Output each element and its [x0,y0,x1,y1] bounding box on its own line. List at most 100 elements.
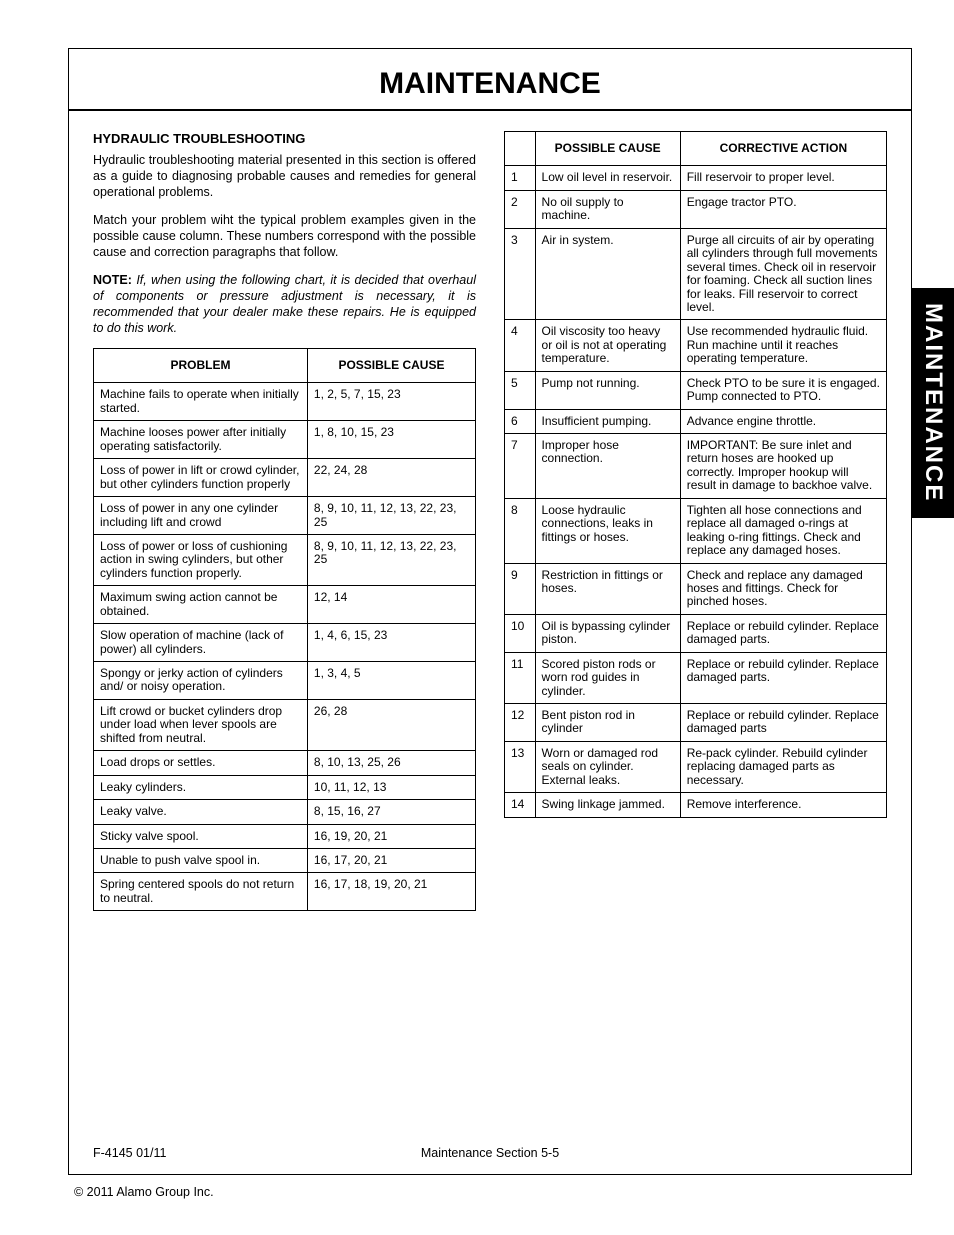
table-cell: 22, 24, 28 [307,459,475,497]
page-title: MAINTENANCE [69,49,911,111]
footer-center: Maintenance Section 5-5 [358,1146,623,1160]
table-header-row: PROBLEM POSSIBLE CAUSE [94,349,476,383]
table-cell: Oil viscosity too heavy or oil is not at… [535,320,680,371]
footer: F-4145 01/11 Maintenance Section 5-5 [93,1146,887,1160]
table-cell: 14 [505,793,536,817]
table-cell: Engage tractor PTO. [680,190,886,228]
table-row: Slow operation of machine (lack of power… [94,624,476,662]
table-row: 5Pump not running.Check PTO to be sure i… [505,371,887,409]
table-cell: Pump not running. [535,371,680,409]
table-cell: 1, 8, 10, 15, 23 [307,421,475,459]
table-cell: Loose hydraulic connections, leaks in fi… [535,498,680,563]
table-cell: Slow operation of machine (lack of power… [94,624,308,662]
table-row: 6Insufficient pumping.Advance engine thr… [505,409,887,433]
table-cell: Spongy or jerky action of cylinders and/… [94,662,308,700]
table-cell: 16, 17, 18, 19, 20, 21 [307,873,475,911]
table-cell: 1 [505,166,536,190]
table-cell: 8, 15, 16, 27 [307,800,475,824]
table-row: 3Air in system.Purge all circuits of air… [505,228,887,320]
table-header-row: POSSIBLE CAUSE CORRECTIVE ACTION [505,132,887,166]
table-cell: Insufficient pumping. [535,409,680,433]
table-row: Leaky valve.8, 15, 16, 27 [94,800,476,824]
table-row: 12Bent piston rod in cylinderReplace or … [505,704,887,742]
table-cell: Machine fails to operate when initially … [94,383,308,421]
table-cell: Improper hose connection. [535,434,680,499]
col-num [505,132,536,166]
table-cell: Scored piston rods or worn rod guides in… [535,652,680,703]
table-cell: Leaky cylinders. [94,775,308,799]
table-cell: Swing linkage jammed. [535,793,680,817]
table-row: 13Worn or damaged rod seals on cylinder.… [505,741,887,792]
content-columns: HYDRAULIC TROUBLESHOOTING Hydraulic trou… [69,111,911,911]
col-action: CORRECTIVE ACTION [680,132,886,166]
col-problem: PROBLEM [94,349,308,383]
table-cell: No oil supply to machine. [535,190,680,228]
table-row: 8Loose hydraulic connections, leaks in f… [505,498,887,563]
table-cell: Spring centered spools do not return to … [94,873,308,911]
copyright: © 2011 Alamo Group Inc. [74,1185,214,1199]
table-row: 11Scored piston rods or worn rod guides … [505,652,887,703]
table-cell: 8, 9, 10, 11, 12, 13, 22, 23, 25 [307,497,475,535]
table-row: 14Swing linkage jammed.Remove interferen… [505,793,887,817]
table-cell: IMPORTANT: Be sure inlet and return hose… [680,434,886,499]
table-cell: Re-pack cylinder. Rebuild cylinder repla… [680,741,886,792]
table-cell: Loss of power in lift or crowd cylinder,… [94,459,308,497]
note-body: If, when using the following chart, it i… [93,273,476,335]
table-row: Leaky cylinders.10, 11, 12, 13 [94,775,476,799]
table-row: Unable to push valve spool in.16, 17, 20… [94,848,476,872]
table-cell: 6 [505,409,536,433]
table-cell: 4 [505,320,536,371]
table-row: Machine looses power after initially ope… [94,421,476,459]
table-cell: Maximum swing action cannot be obtained. [94,586,308,624]
table-row: Spring centered spools do not return to … [94,873,476,911]
table-cell: Replace or rebuild cylinder. Replace dam… [680,614,886,652]
table-cell: Check PTO to be sure it is engaged. Pump… [680,371,886,409]
table-cell: Oil is bypassing cylinder piston. [535,614,680,652]
intro-para-2: Match your problem wiht the typical prob… [93,212,476,260]
table-cell: 8, 9, 10, 11, 12, 13, 22, 23, 25 [307,534,475,585]
table-cell: Loss of power in any one cylinder includ… [94,497,308,535]
table-cell: 10, 11, 12, 13 [307,775,475,799]
note-label: NOTE: [93,273,132,287]
cause-table: POSSIBLE CAUSE CORRECTIVE ACTION 1Low oi… [504,131,887,818]
side-tab: MAINTENANCE [912,288,954,518]
table-cell: 26, 28 [307,699,475,750]
table-cell: 11 [505,652,536,703]
table-cell: Sticky valve spool. [94,824,308,848]
table-cell: Low oil level in reservoir. [535,166,680,190]
right-column: POSSIBLE CAUSE CORRECTIVE ACTION 1Low oi… [504,131,887,911]
footer-spacer [622,1146,887,1160]
table-row: 10Oil is bypassing cylinder piston.Repla… [505,614,887,652]
table-cell: 1, 2, 5, 7, 15, 23 [307,383,475,421]
table-row: Maximum swing action cannot be obtained.… [94,586,476,624]
table-cell: 5 [505,371,536,409]
table-cell: 9 [505,563,536,614]
table-cell: 8, 10, 13, 25, 26 [307,751,475,775]
table-cell: Replace or rebuild cylinder. Replace dam… [680,704,886,742]
table-cell: 12, 14 [307,586,475,624]
table-cell: Replace or rebuild cylinder. Replace dam… [680,652,886,703]
col-cause: POSSIBLE CAUSE [307,349,475,383]
table-cell: 3 [505,228,536,320]
table-cell: 1, 4, 6, 15, 23 [307,624,475,662]
table-row: 4Oil viscosity too heavy or oil is not a… [505,320,887,371]
table-cell: Worn or damaged rod seals on cylinder. E… [535,741,680,792]
table-cell: 16, 19, 20, 21 [307,824,475,848]
table-cell: Use recommended hydraulic fluid. Run mac… [680,320,886,371]
table-cell: Unable to push valve spool in. [94,848,308,872]
table-row: Sticky valve spool.16, 19, 20, 21 [94,824,476,848]
table-row: Loss of power in any one cylinder includ… [94,497,476,535]
footer-left: F-4145 01/11 [93,1146,358,1160]
table-row: Loss of power in lift or crowd cylinder,… [94,459,476,497]
table-row: Loss of power or loss of cushioning acti… [94,534,476,585]
table-cell: 1, 3, 4, 5 [307,662,475,700]
table-row: 9Restriction in fittings or hoses.Check … [505,563,887,614]
table-cell: 7 [505,434,536,499]
table-row: Spongy or jerky action of cylinders and/… [94,662,476,700]
table-cell: Check and replace any damaged hoses and … [680,563,886,614]
table-cell: Load drops or settles. [94,751,308,775]
table-cell: 16, 17, 20, 21 [307,848,475,872]
table-cell: Air in system. [535,228,680,320]
table-row: 2No oil supply to machine.Engage tractor… [505,190,887,228]
table-cell: 2 [505,190,536,228]
